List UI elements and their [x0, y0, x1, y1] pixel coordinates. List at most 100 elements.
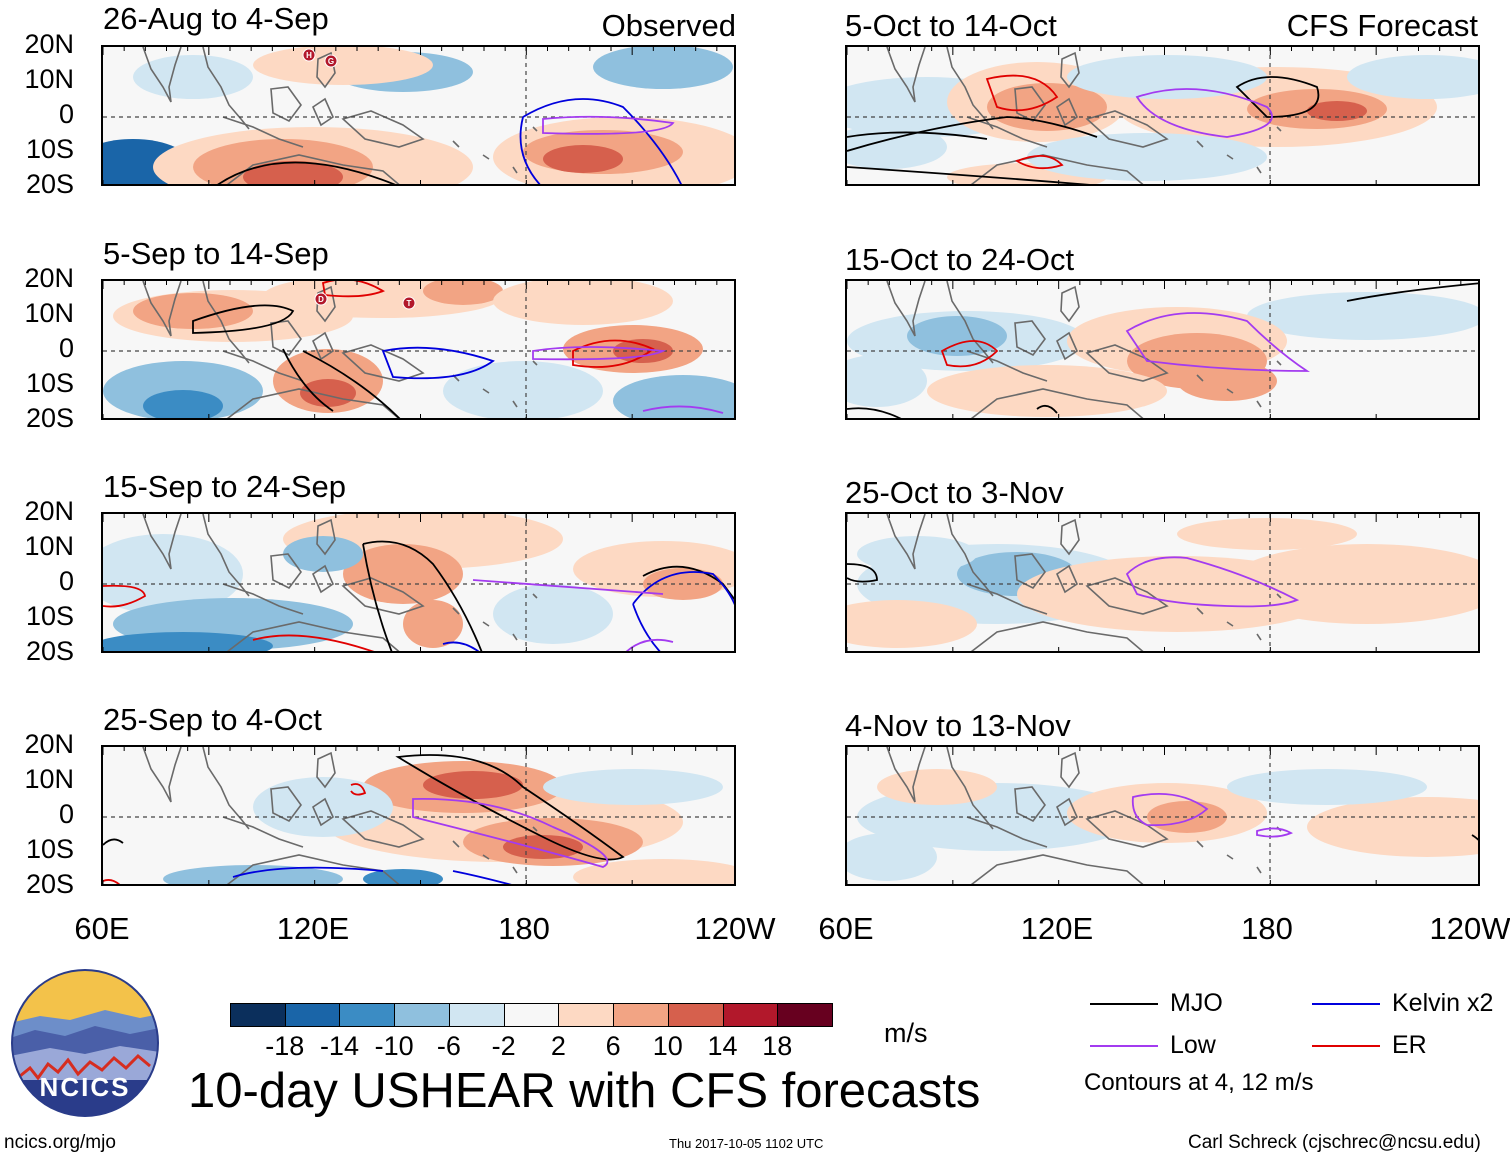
- panel-title-fcst-1: 5-Oct to 14-Oct: [845, 8, 1057, 43]
- wave-contour: [282, 348, 401, 418]
- colorbar-swatch: [284, 1003, 341, 1027]
- shear-anomaly-area: [573, 859, 734, 884]
- legend-label-er: ER: [1392, 1031, 1427, 1059]
- colorbar-tick-label: -2: [491, 1031, 516, 1061]
- storm-marker-icon: T: [402, 296, 416, 310]
- y-label-p4-2: 0: [58, 799, 74, 829]
- map-panel-fcst-3-map: [847, 514, 1478, 651]
- wave-contour: [1235, 76, 1320, 118]
- y-label-p4-0: 20N: [24, 729, 74, 759]
- shear-anomaly-area: [423, 771, 523, 799]
- wave-contour: [1135, 88, 1273, 138]
- wave-contour: [940, 340, 999, 368]
- wave-contour: [847, 407, 902, 418]
- wave-contour: [1036, 404, 1058, 414]
- map-panel-fcst-4: [845, 745, 1480, 886]
- y-label-p4-1: 10N: [24, 764, 74, 794]
- logo-text: NCICS: [40, 1072, 131, 1102]
- svg-text:G: G: [328, 57, 334, 66]
- wave-contour: [572, 339, 655, 368]
- coastline: [886, 281, 1282, 418]
- colorbar-swatch: [339, 1003, 396, 1027]
- map-panel-fcst-3: [845, 512, 1480, 653]
- shear-anomaly-area: [253, 47, 433, 85]
- map-panel-obs-3-map: [103, 514, 734, 651]
- wave-contour: [1131, 792, 1209, 827]
- shear-anomaly-area: [847, 125, 947, 169]
- colorbar-tick-label: -14: [319, 1031, 359, 1061]
- footer-timestamp: Thu 2017-10-05 1102 UTC: [669, 1136, 824, 1151]
- colorbar-tick-label: 2: [550, 1031, 566, 1061]
- wave-contour: [103, 584, 146, 608]
- wave-contour: [232, 866, 512, 884]
- y-label-p1-4: 20S: [25, 169, 74, 199]
- wave-contour: [362, 540, 483, 651]
- y-label-p4-3: 10S: [25, 834, 74, 864]
- shear-anomaly-area: [847, 833, 937, 881]
- shear-anomaly-area: [877, 769, 997, 805]
- wave-contour: [412, 797, 609, 868]
- wave-contour: [1346, 282, 1478, 302]
- shear-anomaly-area: [243, 161, 343, 184]
- wave-contour: [847, 563, 878, 583]
- map-panel-fcst-2: [845, 279, 1480, 420]
- wave-contour: [847, 166, 1090, 184]
- wave-contour: [532, 346, 667, 361]
- shear-anomaly-area: [103, 361, 263, 418]
- shear-anomaly-area: [1027, 133, 1267, 181]
- logo-temperature-line: [19, 1053, 151, 1081]
- wave-contour: [519, 98, 682, 184]
- shear-anomaly-area: [423, 281, 503, 305]
- section-label-forecast: CFS Forecast: [1286, 8, 1478, 43]
- section-label-observed: Observed: [601, 8, 736, 43]
- shear-anomaly-area: [847, 600, 977, 648]
- wave-contour: [642, 405, 724, 414]
- colorbar-tick-label: 10: [652, 1031, 683, 1061]
- legend-line-mjo: [1090, 1003, 1158, 1005]
- legend-line-low: [1090, 1045, 1158, 1047]
- wave-contour: [542, 115, 675, 135]
- shear-anomaly-area: [1177, 361, 1277, 401]
- shear-anomaly-area: [1307, 101, 1367, 121]
- wave-contour: [252, 634, 375, 651]
- x-label-left-120w: 120W: [694, 911, 776, 946]
- colorbar-swatch: [448, 1003, 505, 1027]
- legend-note: Contours at 4, 12 m/s: [1084, 1069, 1314, 1096]
- shear-anomaly-area: [847, 355, 927, 407]
- map-panel-fcst-4-map: [847, 747, 1478, 884]
- wave-contour: [1471, 834, 1478, 841]
- map-panel-obs-4: [101, 745, 736, 886]
- wave-contour: [381, 346, 495, 380]
- panel-title-fcst-3: 25-Oct to 3-Nov: [845, 475, 1064, 510]
- ncics-logo: NCICS: [11, 969, 159, 1117]
- wave-contour: [103, 879, 121, 884]
- y-label-p3-4: 20S: [25, 636, 74, 666]
- y-label-p1-3: 10S: [25, 134, 74, 164]
- colorbar-swatch: [394, 1003, 450, 1027]
- shear-anomaly-area: [253, 777, 393, 837]
- shear-anomaly-area: [133, 55, 253, 99]
- wave-contour: [1125, 556, 1300, 608]
- panel-title-fcst-4: 4-Nov to 13-Nov: [845, 708, 1071, 743]
- shear-anomaly-area: [927, 365, 1167, 417]
- map-panel-fcst-2-map: [847, 281, 1478, 418]
- map-panel-obs-1-map: HG: [103, 47, 734, 184]
- shear-anomaly-area: [857, 536, 977, 572]
- coastline: [142, 514, 538, 651]
- wave-contour: [442, 641, 480, 651]
- shear-anomaly-area: [1307, 797, 1478, 857]
- colorbar-tick-label: 18: [762, 1031, 793, 1061]
- wave-contour: [395, 754, 625, 861]
- wave-contour: [321, 281, 386, 298]
- colorbar-swatch: [230, 1003, 286, 1027]
- colorbar-unit: m/s: [884, 1018, 928, 1048]
- wave-contour: [217, 161, 396, 184]
- y-label-p2-1: 10N: [24, 298, 74, 328]
- shear-anomaly-area: [1227, 769, 1427, 805]
- x-label-right-60e: 60E: [818, 911, 874, 946]
- colorbar-tick-label: 6: [605, 1031, 621, 1061]
- footer-url: ncics.org/mjo: [4, 1132, 116, 1153]
- colorbar-tick-label: -6: [436, 1031, 461, 1061]
- colorbar-swatch: [777, 1003, 833, 1027]
